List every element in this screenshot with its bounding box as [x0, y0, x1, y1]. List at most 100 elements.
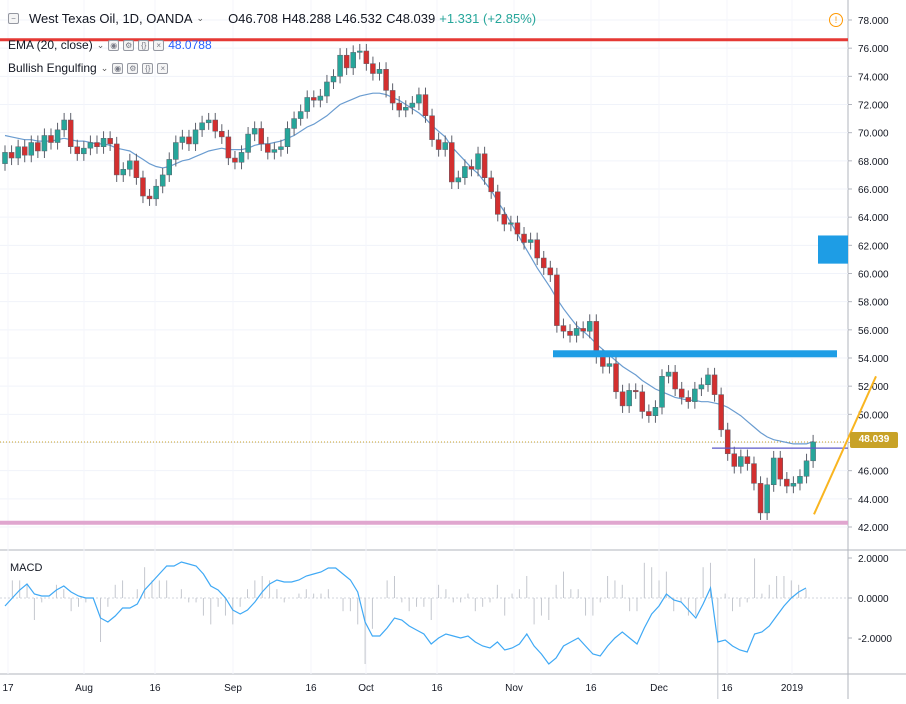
- candle-body[interactable]: [659, 376, 665, 408]
- candle-body[interactable]: [501, 214, 508, 225]
- candle-body[interactable]: [127, 160, 133, 170]
- candle-body[interactable]: [652, 407, 659, 416]
- candle-body[interactable]: [409, 102, 416, 108]
- candle-body[interactable]: [495, 191, 501, 215]
- minus-square-icon[interactable]: −: [8, 13, 19, 24]
- chevron-down-icon[interactable]: ⌄: [100, 62, 109, 73]
- candle-body[interactable]: [547, 267, 554, 276]
- candle-body[interactable]: [238, 152, 245, 163]
- gear-icon[interactable]: ⚙: [127, 62, 139, 74]
- close-icon[interactable]: ×: [157, 62, 169, 74]
- candle-body[interactable]: [481, 153, 488, 178]
- eye-icon[interactable]: ◉: [112, 62, 124, 74]
- indicator-ema-row[interactable]: EMA (20, close) ⌄ ◉ ⚙ {} × 48.0788: [8, 38, 212, 52]
- symbol-title[interactable]: West Texas Oil, 1D, OANDA: [29, 11, 193, 26]
- indicator-pattern-row[interactable]: Bullish Engulfing ⌄ ◉ ⚙ {} ×: [8, 61, 169, 75]
- candle-body[interactable]: [435, 139, 442, 150]
- indicator-ema-label[interactable]: EMA (20, close): [8, 38, 93, 52]
- candle-body[interactable]: [698, 384, 705, 390]
- candle-body[interactable]: [94, 142, 100, 147]
- candle-body[interactable]: [337, 54, 343, 77]
- candle-body[interactable]: [580, 328, 586, 332]
- candle-body[interactable]: [159, 174, 166, 187]
- candle-body[interactable]: [284, 128, 291, 147]
- chevron-down-icon[interactable]: ⌄: [196, 13, 205, 23]
- candle-body[interactable]: [711, 374, 718, 395]
- candle-body[interactable]: [534, 239, 540, 259]
- target-zone-rect[interactable]: [818, 235, 848, 264]
- alert-circle-icon[interactable]: !: [829, 13, 843, 27]
- ema-line[interactable]: [4, 92, 814, 445]
- candle-body[interactable]: [2, 152, 8, 164]
- candle-body[interactable]: [449, 142, 455, 183]
- source-icon[interactable]: {}: [142, 62, 154, 74]
- candle-body[interactable]: [606, 363, 613, 367]
- candle-body[interactable]: [613, 363, 619, 393]
- candle-body[interactable]: [61, 119, 67, 131]
- candle-body[interactable]: [350, 52, 356, 69]
- candle-body[interactable]: [422, 94, 429, 117]
- candle-body[interactable]: [258, 128, 264, 145]
- candle-body[interactable]: [192, 129, 199, 145]
- candle-body[interactable]: [133, 160, 140, 178]
- candle-body[interactable]: [107, 138, 113, 145]
- candle-body[interactable]: [370, 63, 376, 74]
- candle-body[interactable]: [573, 328, 580, 336]
- macd-line[interactable]: [4, 561, 807, 665]
- candle-body[interactable]: [514, 222, 521, 235]
- candle-body[interactable]: [416, 94, 422, 104]
- candle-body[interactable]: [685, 397, 692, 402]
- candle-body[interactable]: [784, 478, 790, 487]
- chevron-down-icon[interactable]: ⌄: [96, 39, 105, 50]
- candle-body[interactable]: [705, 374, 711, 386]
- supply-zone-rect[interactable]: [553, 350, 837, 358]
- candle-body[interactable]: [225, 136, 232, 159]
- candle-body[interactable]: [586, 321, 593, 332]
- candle-body[interactable]: [777, 457, 784, 480]
- candle-body[interactable]: [146, 195, 153, 200]
- candle-body[interactable]: [219, 131, 225, 138]
- candle-body[interactable]: [100, 138, 107, 148]
- candle-body[interactable]: [383, 69, 389, 91]
- candle-body[interactable]: [751, 463, 757, 484]
- candle-body[interactable]: [113, 143, 120, 176]
- candle-body[interactable]: [770, 457, 777, 486]
- candle-body[interactable]: [140, 177, 146, 197]
- candle-body[interactable]: [357, 50, 363, 53]
- candle-body[interactable]: [527, 239, 534, 243]
- candle-body[interactable]: [810, 441, 816, 462]
- candle-body[interactable]: [462, 166, 468, 178]
- candle-body[interactable]: [166, 159, 172, 176]
- candle-body[interactable]: [330, 76, 337, 83]
- candle-body[interactable]: [396, 102, 402, 111]
- candle-body[interactable]: [488, 177, 494, 193]
- candle-body[interactable]: [324, 81, 330, 97]
- candle-body[interactable]: [797, 476, 803, 484]
- candle-body[interactable]: [28, 142, 35, 156]
- candle-body[interactable]: [560, 325, 567, 332]
- candle-body[interactable]: [744, 456, 751, 464]
- candle-body[interactable]: [41, 135, 48, 152]
- candle-body[interactable]: [363, 50, 370, 64]
- candle-body[interactable]: [212, 119, 218, 132]
- candle-body[interactable]: [554, 274, 560, 326]
- candle-body[interactable]: [271, 149, 278, 153]
- candle-body[interactable]: [81, 147, 87, 155]
- candle-body[interactable]: [692, 388, 698, 402]
- candle-body[interactable]: [179, 136, 186, 143]
- candle-body[interactable]: [251, 128, 258, 135]
- candle-body[interactable]: [245, 133, 251, 153]
- eye-icon[interactable]: ◉: [108, 39, 120, 51]
- candle-body[interactable]: [265, 143, 271, 153]
- trend-line[interactable]: [813, 375, 877, 515]
- candle-body[interactable]: [521, 233, 527, 243]
- candle-body[interactable]: [665, 371, 672, 377]
- source-icon[interactable]: {}: [138, 39, 150, 51]
- gear-icon[interactable]: ⚙: [123, 39, 135, 51]
- candle-body[interactable]: [67, 119, 74, 148]
- candle-body[interactable]: [672, 371, 678, 390]
- candle-body[interactable]: [297, 111, 304, 119]
- candle-body[interactable]: [678, 388, 685, 398]
- candle-body[interactable]: [232, 157, 238, 163]
